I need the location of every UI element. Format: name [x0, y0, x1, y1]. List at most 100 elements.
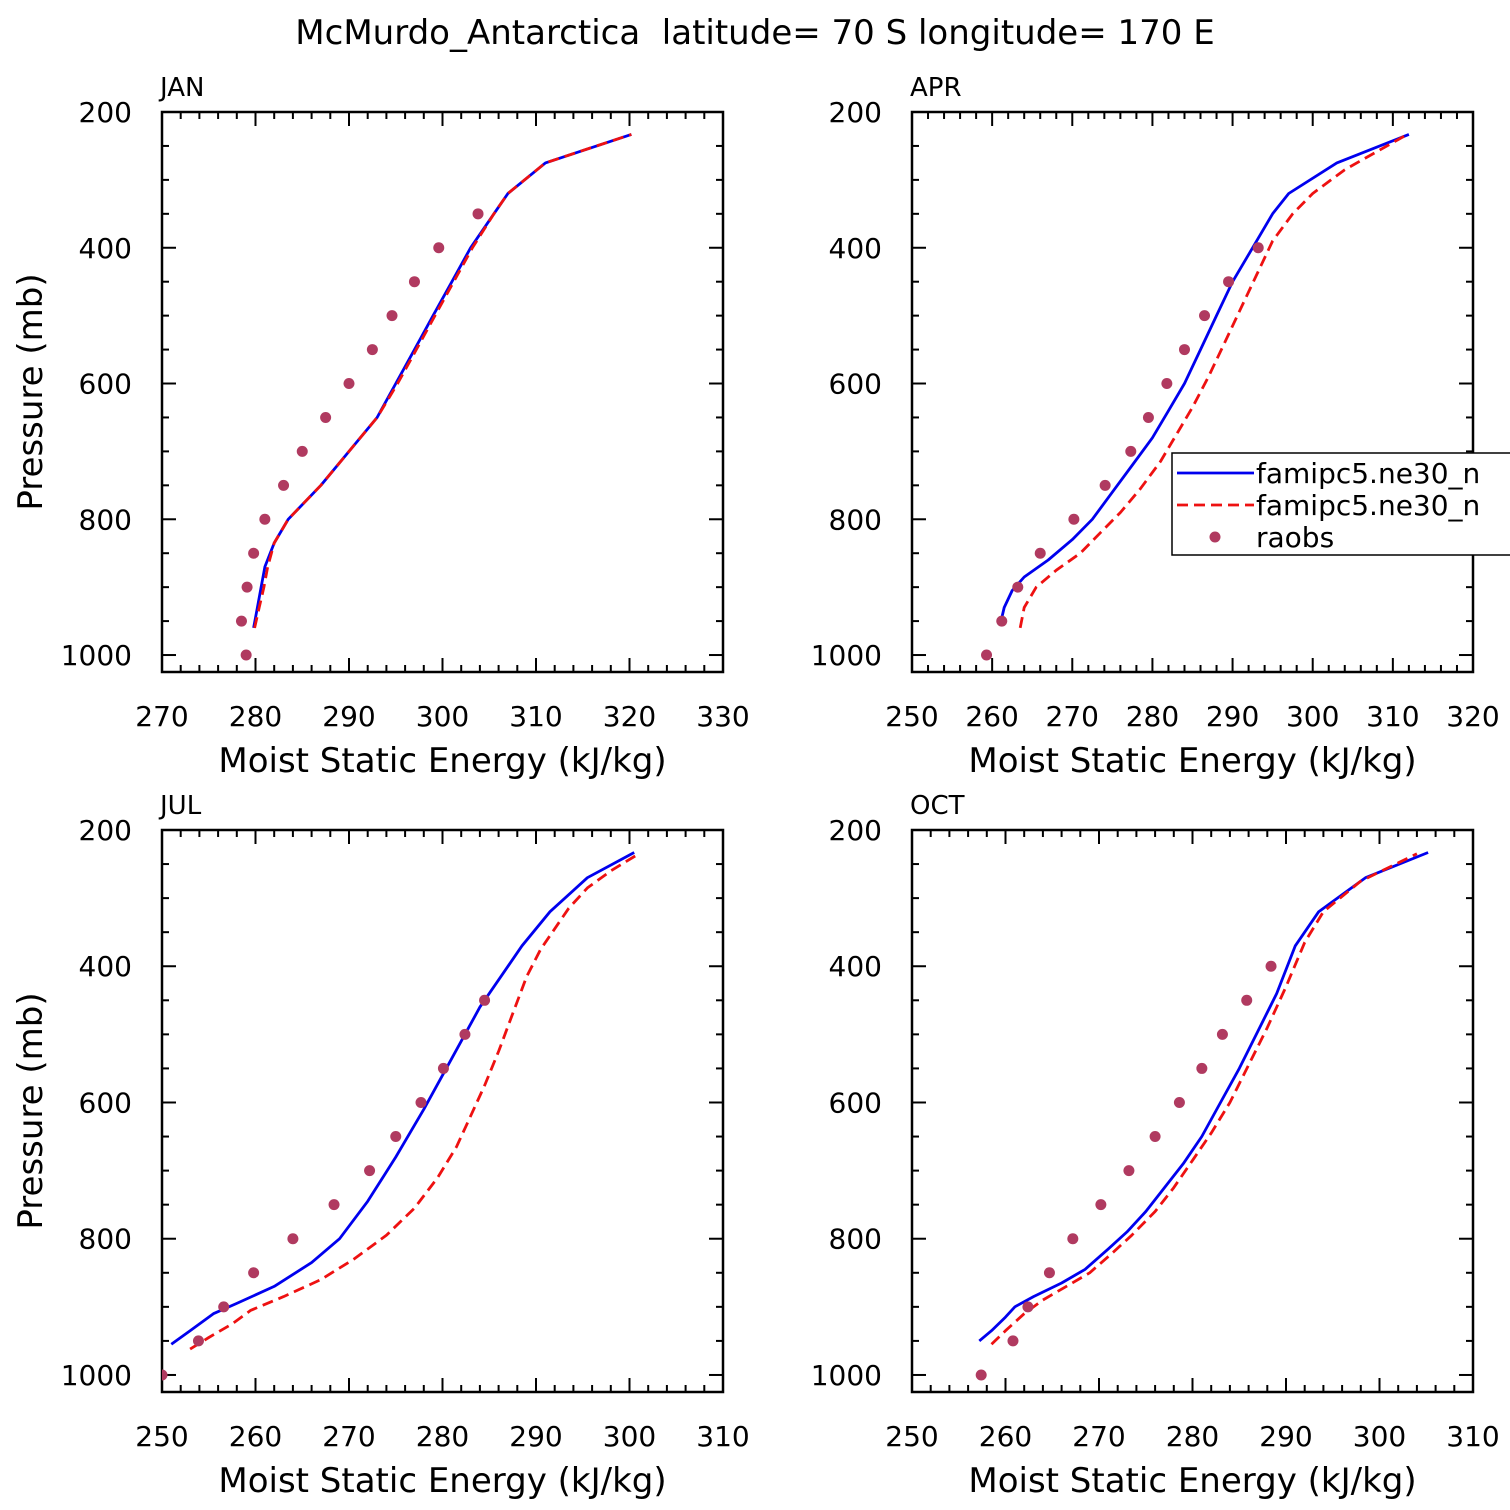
- x-tick-label: 310: [1366, 700, 1419, 733]
- x-tick-label: 290: [1206, 700, 1259, 733]
- x-axis-label: Moist Static Energy (kJ/kg): [968, 1461, 1416, 1501]
- y-tick-label: 800: [829, 503, 882, 536]
- x-tick-label: 300: [416, 700, 469, 733]
- panel-jan: JAN 270 280 290 300 310 320 330 200 400 600 800 1000…: [11, 73, 750, 781]
- x-tick-label: 320: [1446, 700, 1499, 733]
- raobs-point: [390, 1131, 402, 1143]
- x-tick-label: 260: [965, 700, 1018, 733]
- raobs-point: [1252, 242, 1264, 254]
- x-tick-label: 270: [322, 1420, 375, 1453]
- panel-label: JUL: [158, 791, 202, 821]
- y-tick-label: 400: [829, 950, 882, 983]
- panel-apr: APR 250 260 270 280 290 300 310 320 200 400 600 800 1…: [811, 73, 1510, 781]
- plot-area: [981, 133, 1410, 661]
- x-tick-label: 280: [1166, 1420, 1219, 1453]
- x-tick-label: 310: [1446, 1420, 1499, 1453]
- raobs-point: [981, 649, 993, 661]
- plot-frame: [160, 828, 725, 1394]
- raobs-point: [1199, 310, 1211, 322]
- raobs-point: [364, 1165, 376, 1177]
- x-axis-label: Moist Static Energy (kJ/kg): [968, 741, 1416, 781]
- raobs-point: [1095, 1199, 1107, 1211]
- raobs-point: [218, 1301, 230, 1313]
- x-tick-label: 330: [696, 700, 749, 733]
- model-b-line: [990, 852, 1418, 1346]
- x-tick-label: 310: [509, 700, 562, 733]
- raobs-point: [1241, 994, 1253, 1006]
- raobs-point: [1173, 1096, 1185, 1108]
- raobs-point: [479, 994, 491, 1006]
- x-tick-label: 270: [1046, 700, 1099, 733]
- raobs-point: [320, 411, 332, 423]
- raobs-point: [1223, 276, 1235, 288]
- y-tick-label: 200: [829, 96, 882, 129]
- x-tick-label: 300: [1286, 700, 1339, 733]
- raobs-point: [259, 513, 271, 525]
- raobs-point: [241, 581, 253, 593]
- y-tick-label: 800: [829, 1223, 882, 1256]
- x-tick-label: 250: [885, 700, 938, 733]
- raobs-point: [1178, 344, 1190, 356]
- x-tick-label: 310: [696, 1420, 749, 1453]
- raobs-point: [437, 1062, 449, 1074]
- raobs-point: [975, 1369, 987, 1381]
- y-tick-label: 800: [79, 503, 132, 536]
- y-tick-label: 800: [79, 1223, 132, 1256]
- raobs-point: [1099, 479, 1111, 491]
- raobs-point: [1067, 1233, 1079, 1245]
- raobs-point: [366, 344, 378, 356]
- x-tick-label: 300: [1353, 1420, 1406, 1453]
- plot-area: [975, 851, 1429, 1381]
- raobs-point: [162, 1369, 168, 1381]
- panel-oct: OCT 250 260 270 280 290 300 310 200 400 600 800 1000…: [811, 791, 1500, 1501]
- y-tick-label: 200: [829, 814, 882, 847]
- y-tick-label: 400: [829, 232, 882, 265]
- y-tick-label: 400: [79, 950, 132, 983]
- raobs-point: [248, 547, 260, 559]
- x-tick-label: 320: [603, 700, 656, 733]
- x-axis-label: Moist Static Energy (kJ/kg): [218, 1461, 666, 1501]
- y-tick-label: 600: [829, 1086, 882, 1119]
- y-axis-label: Pressure (mb): [11, 992, 51, 1229]
- raobs-point: [343, 378, 355, 390]
- y-tick-label: 1000: [61, 1359, 132, 1392]
- model-a-line: [978, 851, 1429, 1342]
- x-tick-label: 290: [509, 1420, 562, 1453]
- y-tick-label: 600: [79, 1086, 132, 1119]
- raobs-point: [1149, 1131, 1161, 1143]
- raobs-point: [1216, 1028, 1228, 1040]
- x-tick-label: 270: [135, 700, 188, 733]
- model-a-line: [998, 133, 1410, 625]
- x-tick-label: 250: [135, 1420, 188, 1453]
- raobs-point: [433, 242, 445, 254]
- model-a-line: [170, 851, 635, 1346]
- y-tick-label: 600: [79, 368, 132, 401]
- raobs-point: [1068, 513, 1080, 525]
- model-b-line: [253, 133, 632, 629]
- raobs-point: [459, 1028, 471, 1040]
- raobs-point: [415, 1096, 427, 1108]
- figure-title: McMurdo_Antarctica latitude= 70 S longit…: [295, 13, 1214, 53]
- y-tick-label: 1000: [811, 1359, 882, 1392]
- panel-label: OCT: [910, 791, 965, 821]
- panels: JAN 270 280 290 300 310 320 330 200 400 600 800 1000…: [11, 73, 1510, 1501]
- raobs-point: [296, 445, 308, 457]
- raobs-point: [1012, 581, 1024, 593]
- raobs-point: [248, 1267, 260, 1279]
- raobs-point: [328, 1199, 340, 1211]
- raobs-point: [240, 649, 252, 661]
- legend-label: famipc5.ne30_n: [1256, 489, 1480, 522]
- raobs-point: [996, 615, 1008, 627]
- raobs-point: [386, 310, 398, 322]
- x-tick-label: 280: [229, 700, 282, 733]
- y-tick-label: 200: [79, 814, 132, 847]
- x-tick-label: 280: [1126, 700, 1179, 733]
- raobs-point: [1123, 1165, 1135, 1177]
- raobs-point: [408, 276, 420, 288]
- y-tick-label: 1000: [61, 639, 132, 672]
- model-b-line: [1018, 134, 1406, 629]
- x-tick-label: 290: [322, 700, 375, 733]
- y-tick-label: 600: [829, 368, 882, 401]
- x-tick-label: 270: [1072, 1420, 1125, 1453]
